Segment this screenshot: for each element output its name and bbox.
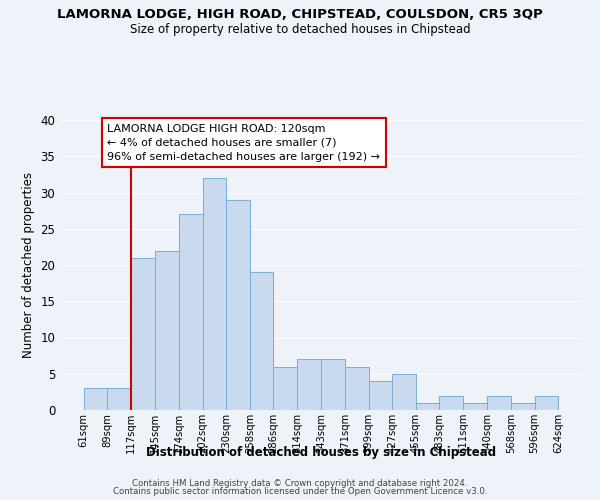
- Y-axis label: Number of detached properties: Number of detached properties: [22, 172, 35, 358]
- Bar: [439, 396, 463, 410]
- Text: Size of property relative to detached houses in Chipstead: Size of property relative to detached ho…: [130, 22, 470, 36]
- Text: Contains HM Land Registry data © Crown copyright and database right 2024.: Contains HM Land Registry data © Crown c…: [132, 478, 468, 488]
- Bar: [250, 272, 274, 410]
- Bar: [274, 366, 297, 410]
- Bar: [297, 359, 322, 410]
- Text: LAMORNA LODGE HIGH ROAD: 120sqm
← 4% of detached houses are smaller (7)
96% of s: LAMORNA LODGE HIGH ROAD: 120sqm ← 4% of …: [107, 124, 380, 162]
- Text: Distribution of detached houses by size in Chipstead: Distribution of detached houses by size …: [146, 446, 496, 459]
- Bar: [226, 200, 250, 410]
- Bar: [107, 388, 131, 410]
- Bar: [203, 178, 226, 410]
- Bar: [511, 403, 535, 410]
- Bar: [84, 388, 107, 410]
- Bar: [463, 403, 487, 410]
- Bar: [155, 250, 179, 410]
- Bar: [179, 214, 203, 410]
- Bar: [322, 359, 345, 410]
- Bar: [392, 374, 416, 410]
- Bar: [345, 366, 368, 410]
- Bar: [416, 403, 439, 410]
- Bar: [368, 381, 392, 410]
- Text: Contains public sector information licensed under the Open Government Licence v3: Contains public sector information licen…: [113, 487, 487, 496]
- Bar: [131, 258, 155, 410]
- Bar: [535, 396, 558, 410]
- Bar: [487, 396, 511, 410]
- Text: LAMORNA LODGE, HIGH ROAD, CHIPSTEAD, COULSDON, CR5 3QP: LAMORNA LODGE, HIGH ROAD, CHIPSTEAD, COU…: [57, 8, 543, 20]
